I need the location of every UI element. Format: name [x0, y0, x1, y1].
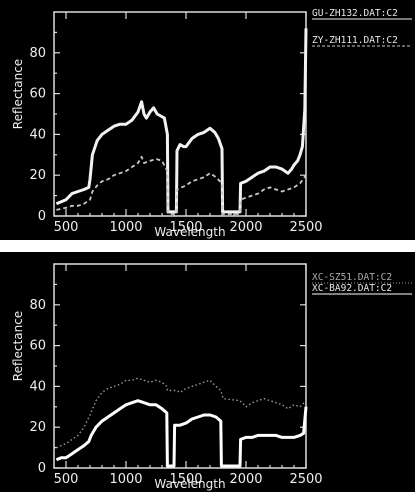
chart-panel-bottom: 0 20 40 60 80 500 1000 1500 2000 2500 Wavelength Re…: [0, 252, 415, 492]
y-tick-label: 0: [38, 461, 46, 476]
y-axis-label: Reflectance: [11, 311, 25, 381]
y-tick-label: 40: [29, 127, 46, 142]
y-axis-label: Reflectance: [11, 59, 25, 129]
x-tick-label: 1500: [169, 472, 202, 487]
legend-entry-1: XC-SZ51.DAT:C2: [312, 272, 392, 283]
x-tick-label: 2000: [229, 220, 262, 235]
series-line-2: [56, 155, 307, 215]
series-line-2: [55, 399, 308, 468]
spectral-chart-top: 0 20 40 60 80 500 1000 1500 2000 2500 Wavelength Re…: [11, 8, 412, 239]
y-tick-label: 20: [29, 168, 46, 183]
x-axis-label: Wavelength: [154, 477, 225, 491]
chart-panel-top: 0 20 40 60 80 500 1000 1500 2000 2500 Wavelength Re…: [0, 0, 415, 240]
x-tick-label: 2500: [289, 472, 322, 487]
y-tick-label: 20: [29, 420, 46, 435]
legend-entry-2: XC-BA92.DAT:C2: [312, 283, 392, 294]
series-line-1: [55, 28, 308, 214]
x-axis-label: Wavelength: [154, 225, 225, 239]
x-tick-label: 500: [54, 220, 79, 235]
legend-entry-2: ZY-ZH111.DAT:C2: [312, 35, 398, 46]
legend-entry-1: GU-ZH132.DAT:C2: [312, 8, 398, 19]
y-tick-label: 40: [29, 379, 46, 394]
x-tick-label: 1000: [109, 220, 142, 235]
x-tick-label: 2500: [289, 220, 322, 235]
plot-frame: [53, 11, 307, 217]
series-line-1: [56, 377, 307, 449]
y-tick-label: 60: [29, 87, 46, 102]
x-tick-label: 1000: [109, 472, 142, 487]
panel-divider: [0, 240, 415, 252]
y-tick-label: 80: [29, 298, 46, 313]
y-tick-label: 80: [29, 46, 46, 61]
x-tick-label: 500: [54, 472, 79, 487]
x-tick-label: 2000: [229, 472, 262, 487]
y-tick-label: 60: [29, 339, 46, 354]
x-tick-label: 1500: [169, 220, 202, 235]
y-tick-label: 0: [38, 209, 46, 224]
spectral-chart-bottom: 0 20 40 60 80 500 1000 1500 2000 2500 Wavelength Re…: [11, 263, 412, 491]
